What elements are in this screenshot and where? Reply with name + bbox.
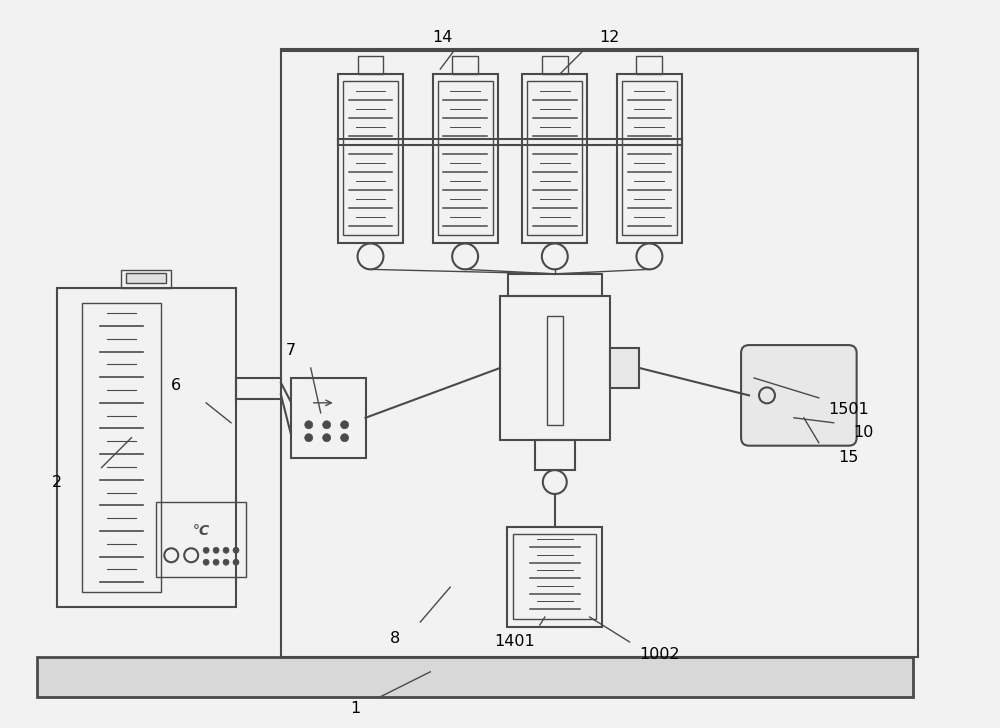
Text: 14: 14	[432, 30, 452, 44]
Circle shape	[305, 434, 313, 442]
Bar	[37, 657, 913, 697]
Bar	[438, 81, 493, 235]
Circle shape	[305, 421, 313, 429]
Bar	[291, 378, 366, 458]
Bar	[452, 56, 478, 74]
Text: 1: 1	[350, 701, 361, 716]
Bar	[542, 56, 568, 74]
Circle shape	[213, 547, 219, 553]
Bar	[527, 81, 582, 235]
Bar	[535, 440, 575, 470]
FancyBboxPatch shape	[741, 345, 857, 446]
Text: 1401: 1401	[495, 634, 535, 649]
Bar	[500, 296, 610, 440]
Text: 12: 12	[599, 30, 620, 44]
Text: °C: °C	[193, 524, 210, 538]
Bar	[121, 270, 171, 288]
Bar	[338, 74, 403, 243]
Bar	[126, 273, 166, 283]
Bar	[522, 74, 587, 243]
Circle shape	[323, 421, 331, 429]
Bar	[636, 56, 662, 74]
Bar	[507, 527, 602, 627]
Circle shape	[233, 559, 239, 565]
Bar	[358, 56, 383, 74]
Bar	[57, 288, 236, 607]
Bar	[622, 81, 677, 235]
Circle shape	[323, 434, 331, 442]
Bar	[513, 534, 596, 619]
Text: 15: 15	[838, 450, 859, 465]
Text: 1002: 1002	[639, 647, 680, 662]
Bar	[82, 304, 161, 592]
Circle shape	[213, 559, 219, 565]
Text: 7: 7	[286, 343, 296, 357]
Text: 2: 2	[52, 475, 62, 490]
Circle shape	[203, 547, 209, 553]
Circle shape	[341, 434, 349, 442]
Text: 6: 6	[171, 379, 181, 393]
Bar	[617, 74, 682, 243]
Bar	[281, 50, 918, 657]
Text: 10: 10	[853, 425, 874, 440]
Bar	[433, 74, 498, 243]
Bar	[547, 316, 563, 425]
Circle shape	[223, 559, 229, 565]
Bar	[610, 348, 639, 388]
Text: 1501: 1501	[828, 403, 869, 417]
Bar	[156, 502, 246, 577]
Bar	[343, 81, 398, 235]
Circle shape	[233, 547, 239, 553]
Text: 8: 8	[390, 631, 401, 646]
Circle shape	[223, 547, 229, 553]
Circle shape	[203, 559, 209, 565]
Circle shape	[341, 421, 349, 429]
Bar	[508, 274, 602, 296]
